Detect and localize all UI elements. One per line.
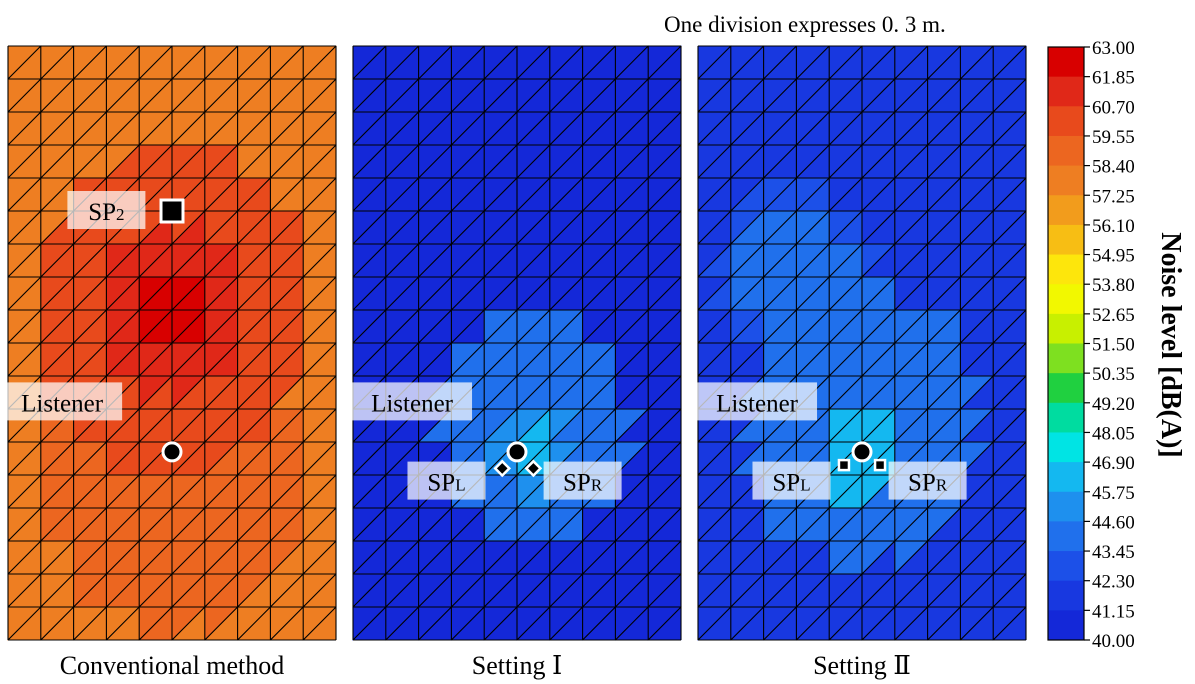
- colorbar: 63.00 61.85 60.70 59.55 58.40 57.25 56.10 54.95…: [1047, 38, 1135, 652]
- marker-listener: [161, 441, 183, 463]
- caption-setting-2: Setting Ⅱ: [813, 651, 911, 680]
- colorbar-tick-label: 40.00: [1092, 631, 1135, 652]
- marker-label: SPL: [752, 461, 831, 500]
- colorbar-band: [1048, 135, 1084, 167]
- panel-2: Listener SPL SPR: [697, 45, 1027, 641]
- marker-spr: [873, 458, 887, 472]
- marker-listener: [851, 441, 873, 463]
- colorbar-band: [1048, 195, 1084, 226]
- colorbar-tick-label: 49.20: [1092, 394, 1135, 415]
- marker-listener: [506, 441, 528, 463]
- colorbar-tick-label: 44.60: [1092, 512, 1135, 533]
- svg-text:Listener: Listener: [716, 390, 799, 417]
- marker-label: Listener: [2, 382, 123, 421]
- marker-label: Listener: [697, 382, 818, 421]
- colorbar-band: [1048, 432, 1084, 463]
- colorbar-tick-label: 58.40: [1092, 157, 1135, 178]
- colorbar-tick-label: 56.10: [1092, 216, 1135, 237]
- colorbar-band: [1048, 402, 1084, 433]
- marker-spl: [837, 458, 851, 472]
- colorbar-tick-label: 43.45: [1092, 542, 1135, 563]
- colorbar-band: [1048, 313, 1084, 344]
- marker-label: SPR: [543, 461, 622, 500]
- marker-label: SPL: [407, 461, 486, 500]
- colorbar-band: [1048, 106, 1084, 137]
- colorbar-band: [1048, 284, 1084, 315]
- marker-spl: [493, 459, 512, 478]
- colorbar-tick-label: 48.05: [1092, 423, 1135, 444]
- panel-0: SP2 Listener: [2, 45, 337, 641]
- colorbar-title: Noise level [dB(A)]: [1155, 232, 1186, 458]
- caption-setting-1: Setting Ⅰ: [471, 651, 563, 680]
- colorbar-tick-label: 54.95: [1092, 246, 1135, 267]
- colorbar-tick-label: 63.00: [1092, 38, 1135, 59]
- colorbar-band: [1048, 491, 1084, 522]
- colorbar-tick-label: 53.80: [1092, 275, 1135, 296]
- colorbar-tick-label: 60.70: [1092, 97, 1135, 118]
- svg-text:Listener: Listener: [371, 390, 454, 417]
- colorbar-tick-label: 52.65: [1092, 305, 1135, 326]
- colorbar-band: [1048, 610, 1084, 641]
- caption-conventional: Conventional method: [59, 651, 285, 680]
- colorbar-band: [1048, 224, 1084, 256]
- marker-sp2: [159, 198, 185, 224]
- colorbar-band: [1048, 47, 1084, 78]
- marker-spr: [524, 459, 543, 478]
- svg-text:Listener: Listener: [21, 390, 104, 417]
- colorbar-band: [1048, 254, 1084, 285]
- colorbar-band: [1048, 580, 1084, 611]
- colorbar-tick-label: 51.50: [1092, 335, 1135, 356]
- colorbar-tick-label: 61.85: [1092, 68, 1135, 89]
- marker-label: SPR: [888, 461, 967, 500]
- colorbar-band: [1048, 521, 1084, 552]
- marker-label: Listener: [352, 382, 473, 421]
- colorbar-band: [1048, 76, 1084, 107]
- colorbar-tick-label: 59.55: [1092, 127, 1135, 148]
- colorbar-tick-label: 45.75: [1092, 483, 1135, 504]
- colorbar-tick-label: 57.25: [1092, 186, 1135, 207]
- colorbar-band: [1048, 551, 1084, 582]
- colorbar-band: [1048, 462, 1084, 493]
- colorbar-tick-label: 46.90: [1092, 453, 1135, 474]
- panel-1: Listener SPL SPR: [352, 45, 682, 641]
- colorbar-band: [1048, 165, 1084, 196]
- colorbar-tick-label: 50.35: [1092, 364, 1135, 385]
- scale-note: One division expresses 0. 3 m.: [664, 12, 946, 37]
- colorbar-tick-label: 42.30: [1092, 572, 1135, 593]
- colorbar-band: [1048, 373, 1084, 404]
- colorbar-tick-label: 41.15: [1092, 601, 1135, 622]
- colorbar-band: [1048, 343, 1084, 374]
- marker-label: SP2: [67, 191, 146, 229]
